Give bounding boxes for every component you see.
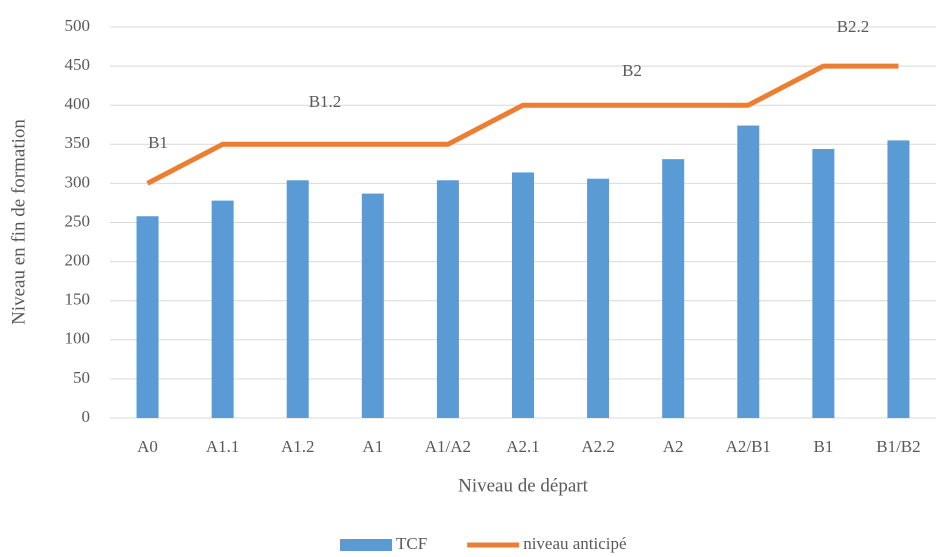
bar: [662, 159, 685, 418]
x-tick-label: A1: [362, 437, 383, 456]
y-tick-label: 50: [73, 368, 90, 387]
bar: [361, 193, 384, 418]
bar: [587, 178, 610, 418]
x-tick-label: B1: [813, 437, 833, 456]
y-tick-label: 450: [65, 55, 91, 74]
annotation: B1.2: [309, 92, 342, 111]
y-tick-label: 400: [65, 94, 91, 113]
annotation: B2: [622, 61, 642, 80]
bar: [211, 200, 234, 418]
x-tick-label: A2.1: [506, 437, 540, 456]
x-tick-label: A2/B1: [726, 437, 771, 456]
bar: [512, 172, 534, 418]
x-tick-label: A1/A2: [425, 437, 471, 456]
bar: [737, 125, 760, 419]
bar: [812, 148, 835, 418]
y-tick-label: 200: [65, 251, 91, 270]
annotation: B2.2: [837, 17, 870, 36]
x-tick-label: A0: [137, 437, 158, 456]
y-tick-label: 100: [65, 329, 91, 348]
legend-swatch: [340, 539, 392, 551]
x-axis-label: Niveau de départ: [458, 475, 588, 496]
y-tick-label: 250: [65, 211, 91, 230]
x-tick-label: A1.1: [206, 437, 240, 456]
annotation: B1: [148, 133, 168, 152]
legend-label: niveau anticipé: [523, 534, 626, 553]
x-tick-label: A1.2: [281, 437, 315, 456]
x-tick-label: A2.2: [581, 437, 615, 456]
y-tick-label: 0: [82, 407, 91, 426]
y-tick-label: 150: [65, 290, 91, 309]
x-tick-label: A2: [663, 437, 684, 456]
y-tick-label: 500: [65, 16, 91, 35]
legend-label: TCF: [396, 534, 427, 553]
bar: [286, 180, 309, 418]
bar: [136, 216, 159, 418]
y-tick-label: 350: [65, 133, 91, 152]
bar: [887, 140, 910, 418]
y-tick-label: 300: [65, 172, 91, 191]
y-axis-label: Niveau en fin de formation: [8, 119, 29, 325]
x-tick-label: B1/B2: [876, 437, 920, 456]
line: [146, 63, 899, 186]
bar: [436, 180, 459, 418]
